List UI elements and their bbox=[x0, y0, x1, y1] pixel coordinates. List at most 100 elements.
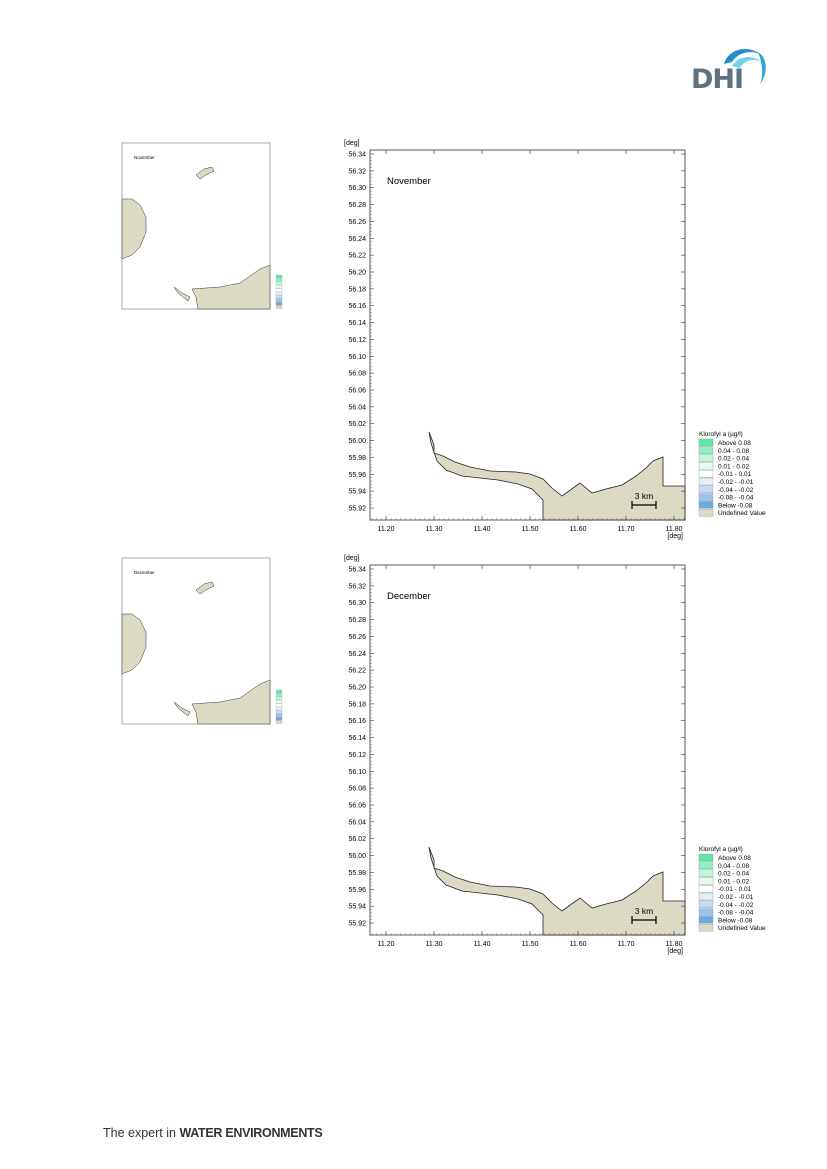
legend-item-label: 0.01 - 0.02 bbox=[718, 463, 749, 470]
map-november: [deg] 56.34 56.32 56.30 56.28 56.26 56.24 56.22… bbox=[330, 140, 770, 540]
y-tick-label: 56.22 bbox=[348, 253, 366, 260]
overview-legend-swatch bbox=[275, 278, 283, 282]
map-frame bbox=[369, 564, 686, 936]
overview-map-november: November bbox=[110, 137, 320, 323]
legend-swatch bbox=[698, 438, 714, 447]
x-tick-label: 11.20 bbox=[378, 941, 395, 948]
y-tick-label: 56.16 bbox=[348, 303, 366, 310]
x-tick-label: 11.70 bbox=[618, 526, 635, 533]
y-tick-label: 56.30 bbox=[348, 185, 366, 192]
x-tick-label: 11.30 bbox=[426, 526, 443, 533]
legend-item-label: 0.02 - 0.04 bbox=[718, 456, 749, 463]
y-tick-label: 56.24 bbox=[348, 651, 366, 658]
y-tick-label: 55.98 bbox=[348, 455, 366, 462]
overview-legend-swatch bbox=[275, 713, 283, 717]
x-tick-label: 11.50 bbox=[522, 941, 539, 948]
logo-text: DHI bbox=[691, 64, 744, 95]
y-tick-label: 56.16 bbox=[348, 718, 366, 725]
legend-swatch bbox=[698, 877, 714, 885]
legend-swatch bbox=[698, 454, 714, 462]
x-unit-label: [deg] bbox=[667, 948, 683, 955]
overview-land-west bbox=[121, 198, 147, 260]
legend-item-label: 0.04 - 0.08 bbox=[718, 863, 749, 870]
map-svg: [deg] 56.34 56.32 56.30 56.28 56.26 56.24 56.22… bbox=[344, 555, 766, 955]
y-tick-label: 56.18 bbox=[348, 701, 366, 708]
y-tick-label: 56.06 bbox=[348, 388, 366, 395]
y-tick-label: 56.00 bbox=[348, 438, 366, 445]
map-december: [deg] 56.34 56.32 56.30 56.28 56.26 56.24 56.22… bbox=[330, 555, 770, 955]
month-label: November bbox=[387, 176, 431, 187]
legend-swatch bbox=[698, 900, 714, 908]
legend-title: Klorofyl a (µg/l) bbox=[699, 846, 743, 853]
legend-swatch bbox=[698, 509, 714, 517]
legend-swatch bbox=[698, 892, 714, 901]
y-tick-label: 56.08 bbox=[348, 371, 366, 378]
overview-legend-swatch bbox=[275, 288, 283, 292]
legend-item-label: -0.04 - -0.02 bbox=[718, 487, 754, 494]
legend-item-label: -0.01 - 0.01 bbox=[718, 471, 752, 478]
overview-land-west bbox=[121, 613, 147, 675]
land-area bbox=[428, 846, 686, 936]
overview-land-spit bbox=[173, 701, 191, 717]
overview-legend-swatch bbox=[275, 689, 283, 694]
y-tick-label: 56.24 bbox=[348, 236, 366, 243]
legend-swatch bbox=[698, 446, 714, 454]
legend-swatch bbox=[698, 916, 714, 924]
y-tick-label: 56.32 bbox=[348, 168, 366, 175]
overview-legend-swatch bbox=[275, 302, 283, 306]
legend-item-label: Undefined Value bbox=[718, 510, 766, 517]
legend-swatch bbox=[698, 869, 714, 877]
overview-legend-swatch bbox=[275, 298, 283, 302]
legend-swatch bbox=[698, 924, 714, 932]
x-tick-label: 11.30 bbox=[426, 941, 443, 948]
y-tick-label: 56.04 bbox=[348, 819, 366, 826]
scale-bar-label: 3 km bbox=[635, 491, 653, 501]
overview-legend-swatch bbox=[275, 274, 283, 279]
legend-swatch bbox=[698, 908, 714, 916]
y-tick-label: 56.28 bbox=[348, 202, 366, 209]
legend-item-label: Below -0.08 bbox=[718, 502, 753, 509]
map-svg: [deg] 56.34 56.32 56.30 56.28 56.26 56.24 56.22… bbox=[344, 140, 766, 540]
y-tick-label: 56.02 bbox=[348, 836, 366, 843]
x-tick-label: 11.40 bbox=[474, 526, 491, 533]
overview-legend-swatch bbox=[275, 285, 283, 289]
legend-item-label: 0.02 - 0.04 bbox=[718, 871, 749, 878]
y-tick-label: 55.92 bbox=[348, 921, 366, 928]
y-tick-label: 56.12 bbox=[348, 337, 366, 344]
y-tick-label: 56.26 bbox=[348, 634, 366, 641]
overview-legend-swatch bbox=[275, 295, 283, 299]
legend-swatch bbox=[698, 470, 714, 478]
legend-item-label: 0.01 - 0.02 bbox=[718, 878, 749, 885]
overview-legend-swatch bbox=[275, 700, 283, 704]
y-tick-label: 56.32 bbox=[348, 583, 366, 590]
overview-month-label: December bbox=[134, 570, 155, 575]
overview-land-spit bbox=[173, 286, 191, 302]
x-tick-label: 11.70 bbox=[618, 941, 635, 948]
legend-item-label: Above 0.08 bbox=[718, 440, 751, 447]
legend-swatch bbox=[698, 853, 714, 862]
legend-swatch bbox=[698, 462, 714, 470]
legend-swatch bbox=[698, 501, 714, 509]
footer-prefix: The expert in bbox=[103, 1126, 180, 1140]
legend-swatch bbox=[698, 885, 714, 893]
y-tick-label: 56.14 bbox=[348, 735, 366, 742]
dhi-logo: DHI bbox=[688, 44, 768, 96]
legend-item-label: Undefined Value bbox=[718, 925, 766, 932]
overview-land-island bbox=[195, 166, 215, 180]
y-tick-label: 55.94 bbox=[348, 489, 366, 496]
y-tick-label: 55.94 bbox=[348, 904, 366, 911]
legend-item-label: -0.08 - -0.04 bbox=[718, 495, 754, 502]
x-tick-label: 11.60 bbox=[570, 526, 587, 533]
x-tick-label: 11.60 bbox=[570, 941, 587, 948]
y-tick-label: 56.20 bbox=[348, 685, 366, 692]
legend-swatch bbox=[698, 477, 714, 486]
y-unit-label: [deg] bbox=[344, 555, 360, 562]
y-tick-label: 56.06 bbox=[348, 803, 366, 810]
overview-legend-swatch bbox=[275, 706, 283, 711]
legend-title: Klorofyl a (µg/l) bbox=[699, 431, 743, 438]
y-tick-label: 56.14 bbox=[348, 320, 366, 327]
overview-land-island bbox=[195, 581, 215, 595]
x-tick-label: 11.80 bbox=[666, 526, 683, 533]
y-unit-label: [deg] bbox=[344, 140, 360, 147]
overview-map-svg: November bbox=[121, 142, 283, 310]
